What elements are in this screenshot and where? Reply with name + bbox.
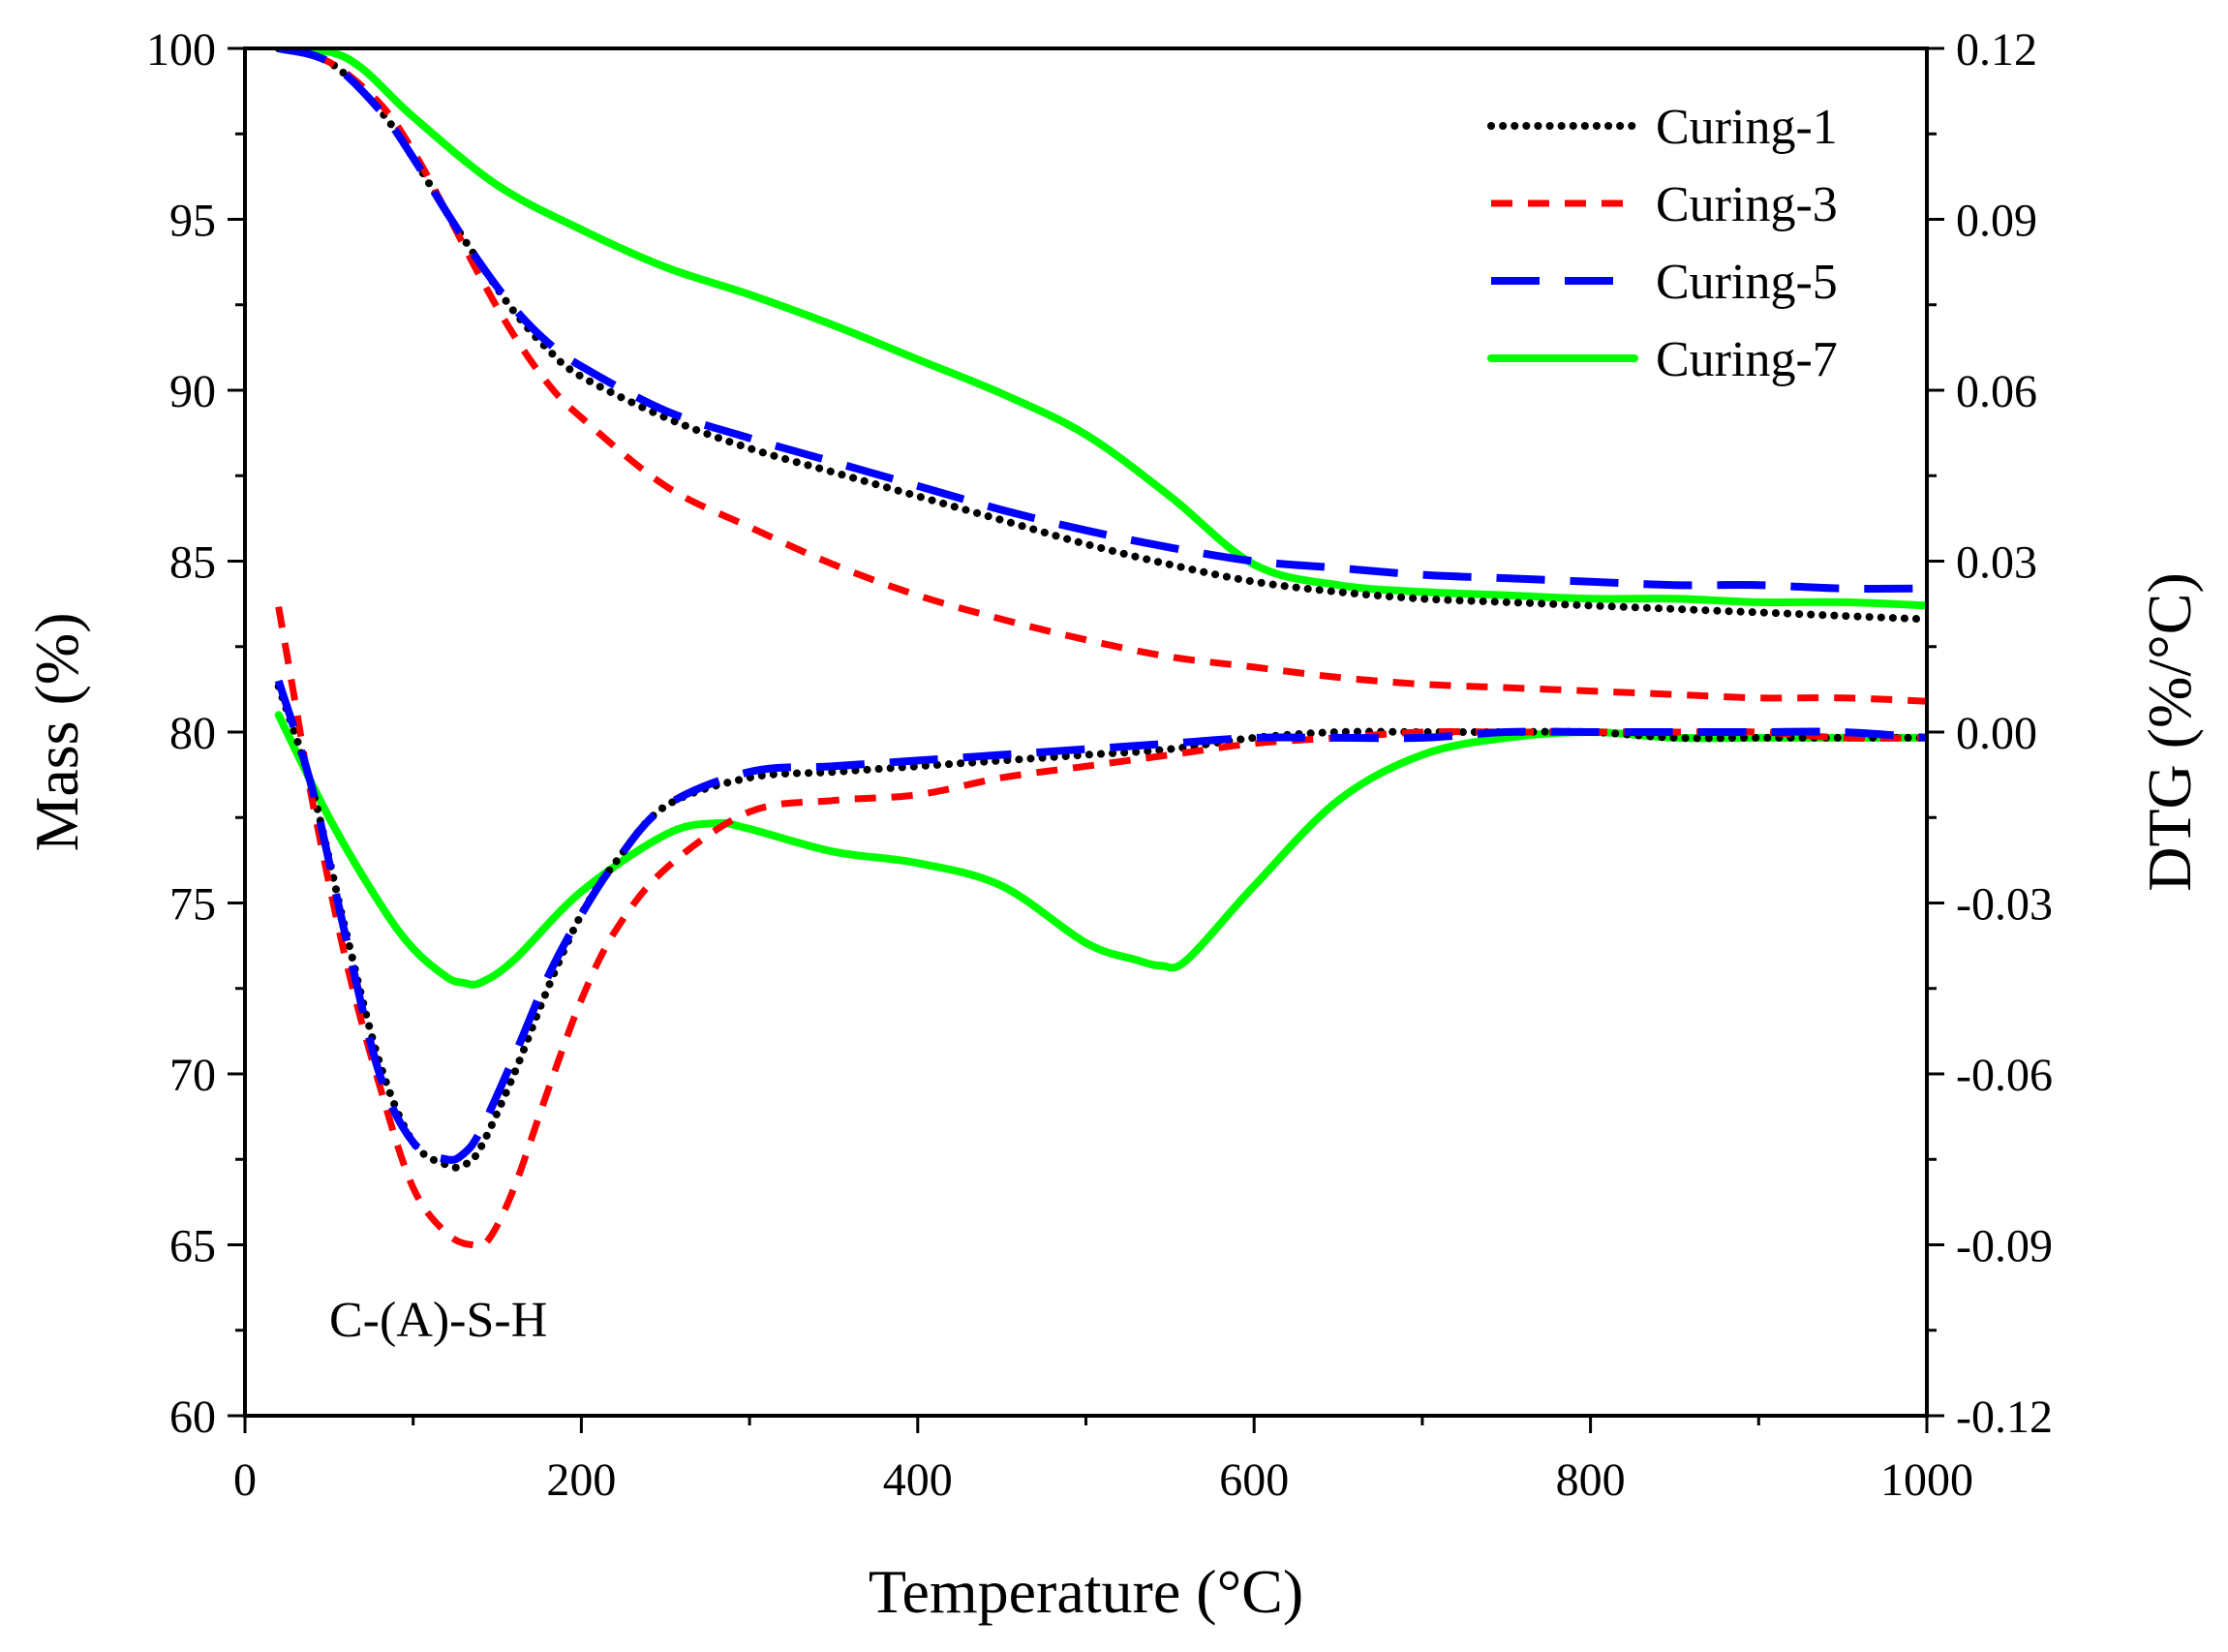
y-left-tick-label: 85 [169,537,216,589]
y-left-tick-label: 65 [169,1221,216,1272]
series-layer [274,48,1927,1250]
curing-5-dtg-line [274,679,1927,1164]
y-right-tick-label: 0.00 [1956,708,2037,759]
curing-7-tg-line [274,48,1927,610]
curing-3-tg-line [277,48,1927,705]
y-left-tick-label: 100 [146,24,216,76]
curing-3-dtg-line [275,605,1927,1250]
annotation-label: C-(A)-S-H [329,1293,547,1348]
y-right-tick-label: 0.09 [1956,196,2037,247]
legend-label-curing-3: Curing-3 [1656,177,1838,232]
x-tick-label: 1000 [1880,1454,1973,1506]
legend-label-curing-1: Curing-1 [1656,100,1838,155]
curing-1-dtg-line [274,682,1927,1172]
ticks-layer: 0 200 400 600 800 1000 60 65 70 75 80 85 90 95 100 -0.1… [146,24,2053,1506]
y-left-tick-label: 90 [169,366,216,417]
y-right-tick-label: 0.06 [1956,366,2037,417]
legend: Curing-1 Curing-3 Curing-5 Curing-7 [1487,100,1838,387]
x-tick-label: 400 [883,1454,953,1506]
y-left-tick-label: 95 [169,196,216,247]
x-axis-title: Temperature (°C) [869,1557,1303,1626]
y-left-tick-label: 80 [169,708,216,759]
y-right-tick-label: 0.12 [1956,24,2037,76]
y-left-tick-label: 70 [169,1050,216,1101]
x-tick-label: 800 [1556,1454,1626,1506]
y-left-tick-label: 75 [169,879,216,931]
x-tick-label: 200 [546,1454,616,1506]
y-right-tick-label: -0.03 [1956,879,2053,931]
legend-label-curing-5: Curing-5 [1656,255,1838,310]
x-tick-label: 0 [233,1454,257,1506]
y-axis-right-title: DTG (%/°C) [2135,572,2204,892]
x-tick-label: 600 [1219,1454,1289,1506]
y-right-tick-label: -0.06 [1956,1050,2053,1101]
y-right-tick-label: -0.09 [1956,1221,2053,1272]
y-axis-left-title: Mass (%) [22,612,91,851]
y-left-tick-label: 60 [169,1392,216,1443]
y-right-tick-label: -0.12 [1956,1392,2053,1443]
y-right-tick-label: 0.03 [1956,537,2037,589]
legend-label-curing-7: Curing-7 [1656,332,1838,387]
curing-5-tg-line [277,48,1927,593]
